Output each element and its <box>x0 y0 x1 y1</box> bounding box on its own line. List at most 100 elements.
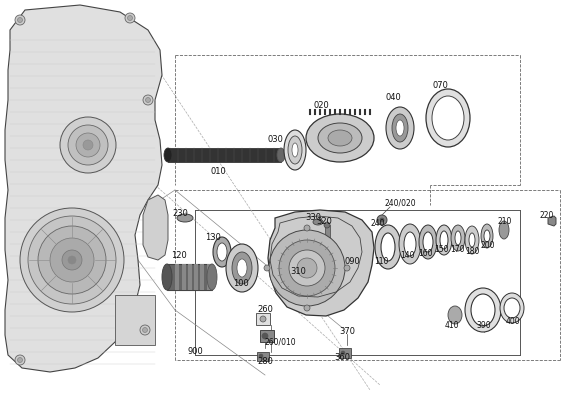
Text: 130: 130 <box>205 232 221 242</box>
Text: 240: 240 <box>371 220 385 228</box>
Circle shape <box>304 305 310 311</box>
Circle shape <box>140 325 150 335</box>
Ellipse shape <box>226 244 258 292</box>
Bar <box>325 225 330 247</box>
Text: 210: 210 <box>498 216 512 226</box>
Text: 140: 140 <box>400 252 414 260</box>
Text: 360: 360 <box>334 354 350 362</box>
Circle shape <box>83 140 93 150</box>
Ellipse shape <box>465 288 501 332</box>
Ellipse shape <box>396 120 404 136</box>
Ellipse shape <box>313 219 323 225</box>
Circle shape <box>125 13 135 23</box>
Circle shape <box>304 225 310 231</box>
Circle shape <box>68 256 76 264</box>
Text: 320: 320 <box>316 218 332 226</box>
Circle shape <box>18 358 23 362</box>
Bar <box>115 295 155 345</box>
Text: 030: 030 <box>267 136 283 144</box>
Ellipse shape <box>284 130 306 170</box>
Text: 370: 370 <box>339 326 355 336</box>
Ellipse shape <box>328 130 352 146</box>
Ellipse shape <box>432 96 464 140</box>
Bar <box>207 264 211 290</box>
Text: 170: 170 <box>450 244 464 254</box>
Ellipse shape <box>436 225 452 255</box>
Circle shape <box>50 238 94 282</box>
Text: 040: 040 <box>385 92 401 102</box>
Bar <box>339 348 351 358</box>
Ellipse shape <box>162 264 172 290</box>
Text: 160: 160 <box>418 248 432 258</box>
Ellipse shape <box>451 225 465 251</box>
Text: 220: 220 <box>540 210 554 220</box>
Ellipse shape <box>306 114 374 162</box>
Text: 410: 410 <box>445 320 459 330</box>
Circle shape <box>259 354 263 358</box>
Ellipse shape <box>440 231 448 249</box>
Polygon shape <box>548 216 556 226</box>
Circle shape <box>324 222 330 228</box>
Ellipse shape <box>423 232 433 252</box>
Text: 180: 180 <box>465 246 479 256</box>
Circle shape <box>341 351 345 355</box>
Ellipse shape <box>469 233 475 247</box>
Text: 120: 120 <box>171 252 187 260</box>
Circle shape <box>127 16 132 20</box>
Ellipse shape <box>232 252 252 284</box>
Ellipse shape <box>465 226 479 254</box>
Ellipse shape <box>399 224 421 264</box>
Bar <box>188 264 192 290</box>
Ellipse shape <box>277 148 285 162</box>
Polygon shape <box>268 210 374 316</box>
Circle shape <box>279 240 335 296</box>
Text: 390: 390 <box>477 322 491 330</box>
Ellipse shape <box>375 225 401 269</box>
Bar <box>200 264 204 290</box>
Circle shape <box>260 316 266 322</box>
Ellipse shape <box>217 243 227 261</box>
Text: 010: 010 <box>210 166 226 176</box>
Text: 260/010: 260/010 <box>264 338 296 346</box>
Circle shape <box>291 262 299 270</box>
Ellipse shape <box>164 148 172 162</box>
Circle shape <box>38 226 106 294</box>
Circle shape <box>289 250 325 286</box>
Ellipse shape <box>481 224 493 248</box>
Bar <box>167 264 212 290</box>
Bar <box>175 264 179 290</box>
Ellipse shape <box>426 89 470 147</box>
Circle shape <box>297 258 317 278</box>
Circle shape <box>20 208 124 312</box>
Ellipse shape <box>213 237 231 267</box>
Circle shape <box>143 328 148 332</box>
Text: 230: 230 <box>172 210 188 218</box>
Text: 200: 200 <box>481 242 495 250</box>
Text: 090: 090 <box>344 258 360 266</box>
Ellipse shape <box>292 143 298 157</box>
Ellipse shape <box>381 233 395 261</box>
Ellipse shape <box>448 306 462 324</box>
Bar <box>260 330 274 342</box>
Text: 400: 400 <box>505 318 520 326</box>
Circle shape <box>377 215 387 225</box>
Circle shape <box>60 117 116 173</box>
Ellipse shape <box>504 298 520 318</box>
Ellipse shape <box>471 294 495 326</box>
Circle shape <box>15 15 25 25</box>
Circle shape <box>15 355 25 365</box>
Bar <box>168 148 281 162</box>
Text: 310: 310 <box>290 268 306 276</box>
Ellipse shape <box>500 293 524 323</box>
Ellipse shape <box>455 231 461 245</box>
Text: 240/020: 240/020 <box>384 198 416 208</box>
Bar <box>257 352 269 361</box>
Text: 020: 020 <box>313 102 329 110</box>
Polygon shape <box>143 195 168 260</box>
Ellipse shape <box>419 225 437 259</box>
Bar <box>295 263 325 269</box>
Circle shape <box>344 265 350 271</box>
Bar <box>256 313 270 325</box>
Ellipse shape <box>386 107 414 149</box>
Ellipse shape <box>318 123 362 153</box>
